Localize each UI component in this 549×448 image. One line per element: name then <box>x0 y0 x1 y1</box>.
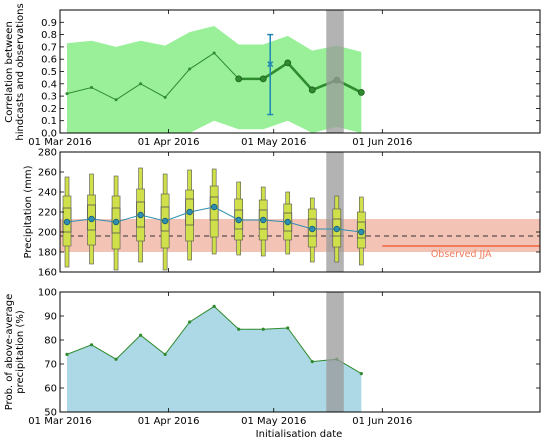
probability-point <box>237 327 241 331</box>
y-tick-label: 70 <box>44 360 57 371</box>
y-tick-label: 90 <box>44 312 57 323</box>
y-tick-label: 0.4 <box>41 79 57 90</box>
probability-point <box>188 320 192 324</box>
shaded-span <box>326 292 344 412</box>
median-point <box>260 216 267 224</box>
y-tick-label: 0.5 <box>41 67 57 78</box>
probability-point <box>286 326 290 330</box>
x-tick-label: 01 Mar 2016 <box>28 416 91 427</box>
y-tick-label: 0.3 <box>41 92 57 103</box>
median-point <box>210 203 218 211</box>
probability-area <box>67 306 362 412</box>
median-point <box>235 216 242 224</box>
probability-point <box>65 352 69 356</box>
median-point <box>88 215 95 223</box>
probability-point <box>212 304 216 308</box>
x-tick-label: 01 May 2016 <box>241 416 306 427</box>
y-axis-label: Correlation between <box>4 21 15 123</box>
x-tick-label: 01 Apr 2016 <box>138 137 200 148</box>
median-point <box>112 218 120 226</box>
y-tick-label: 0.9 <box>41 18 57 29</box>
x-tick-label: 01 May 2016 <box>241 137 306 148</box>
y-tick-label: 0.7 <box>41 42 57 53</box>
y-tick-label: 80 <box>44 336 57 347</box>
y-axis-label: Prob. of above-average <box>4 294 15 411</box>
y-tick-label: 280 <box>38 148 57 159</box>
y-tick-label: 0.2 <box>41 104 57 115</box>
x-tick-label: 01 Jun 2016 <box>352 416 412 427</box>
y-tick-label: 100 <box>38 288 57 299</box>
y-tick-label: 60 <box>44 384 57 395</box>
y-tick-label: 0.0 <box>41 129 57 140</box>
precipitation-panel: Observed JJA 160 180 200 220 240 260 280 Precipi… <box>23 148 541 279</box>
probability-point <box>114 357 118 361</box>
probability-point <box>89 343 94 347</box>
correlation-panel: 0.0 0.10.20.3 0.40.50.6 0.70.80.9 01 Mar 201… <box>4 3 541 148</box>
y-tick-label: 160 <box>38 268 57 279</box>
shaded-span <box>326 10 344 133</box>
y-tick-label: 180 <box>38 248 57 259</box>
probability-point <box>310 360 314 364</box>
probability-panel: 50 60 70 80 90 100 01 Mar 2016 01 Apr 2016 01 Ma… <box>4 288 541 440</box>
probability-point <box>163 352 167 356</box>
median-point <box>63 218 71 226</box>
correlation-point <box>259 75 267 83</box>
probability-point <box>138 333 143 337</box>
correlation-point <box>308 86 316 94</box>
y-axis-label: hindcasts and observations <box>15 3 26 140</box>
median-point <box>333 225 340 233</box>
median-point <box>358 228 365 236</box>
observed-jja-label: Observed JJA <box>431 249 492 260</box>
probability-point <box>261 327 265 331</box>
correlation-point <box>163 95 167 99</box>
x-tick-label: 01 Apr 2016 <box>138 416 200 427</box>
y-tick-label: 240 <box>38 188 57 199</box>
correlation-point <box>357 89 365 96</box>
plot-frame <box>59 151 541 273</box>
y-tick-label: 0.6 <box>41 55 57 66</box>
y-tick-label: 50 <box>44 408 57 419</box>
correlation-point <box>284 59 292 67</box>
median-point <box>186 208 193 216</box>
x-axis-label: Initialisation date <box>256 429 343 440</box>
x-tick-label: 01 Mar 2016 <box>28 137 91 148</box>
median-point <box>137 211 144 219</box>
confidence-band <box>67 25 362 134</box>
plot-frame <box>59 9 541 134</box>
median-point <box>284 218 291 226</box>
y-tick-label: 260 <box>38 168 57 179</box>
median-point <box>161 217 169 225</box>
correlation-point <box>212 51 216 55</box>
plot-frame <box>59 291 541 413</box>
y-axis-label: precipitation (%) <box>15 310 26 394</box>
correlation-point <box>90 85 94 89</box>
median-point <box>309 225 316 233</box>
correlation-point <box>139 82 143 86</box>
y-tick-label: 220 <box>38 208 57 219</box>
y-tick-label: 200 <box>38 228 57 239</box>
errorbar-center-marker <box>267 61 274 68</box>
correlation-point <box>65 92 69 96</box>
correlation-point <box>114 98 118 102</box>
correlation-point <box>188 67 192 71</box>
correlation-point <box>235 75 243 83</box>
x-tick-label: 01 Jun 2016 <box>352 137 412 148</box>
y-tick-label: 0.1 <box>41 116 57 127</box>
probability-point <box>359 372 363 376</box>
y-axis-label: Precipitation (mm) <box>23 165 34 258</box>
y-tick-label: 0.8 <box>41 30 57 41</box>
